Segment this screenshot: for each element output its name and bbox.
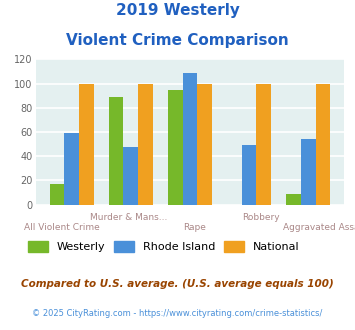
Bar [182, 73, 197, 205]
Text: Rape: Rape [184, 223, 206, 232]
Bar [124, 147, 138, 205]
Text: Murder & Mans...: Murder & Mans... [90, 213, 167, 222]
Text: Violent Crime Comparison: Violent Crime Comparison [66, 33, 289, 48]
Bar [79, 83, 94, 205]
Bar [138, 83, 153, 205]
Bar [168, 90, 182, 205]
Bar [50, 184, 64, 205]
Bar [316, 83, 330, 205]
Text: 2019 Westerly: 2019 Westerly [116, 3, 239, 18]
Legend: Westerly, Rhode Island, National: Westerly, Rhode Island, National [23, 237, 304, 257]
Text: © 2025 CityRating.com - https://www.cityrating.com/crime-statistics/: © 2025 CityRating.com - https://www.city… [32, 309, 323, 317]
Text: Compared to U.S. average. (U.S. average equals 100): Compared to U.S. average. (U.S. average … [21, 279, 334, 289]
Text: All Violent Crime: All Violent Crime [24, 223, 100, 232]
Bar [301, 139, 316, 205]
Bar [197, 83, 212, 205]
Bar [286, 194, 301, 205]
Text: Aggravated Assault: Aggravated Assault [284, 223, 355, 232]
Bar [242, 145, 256, 205]
Text: Robbery: Robbery [242, 213, 280, 222]
Bar [256, 83, 271, 205]
Bar [64, 133, 79, 205]
Bar [109, 97, 124, 205]
